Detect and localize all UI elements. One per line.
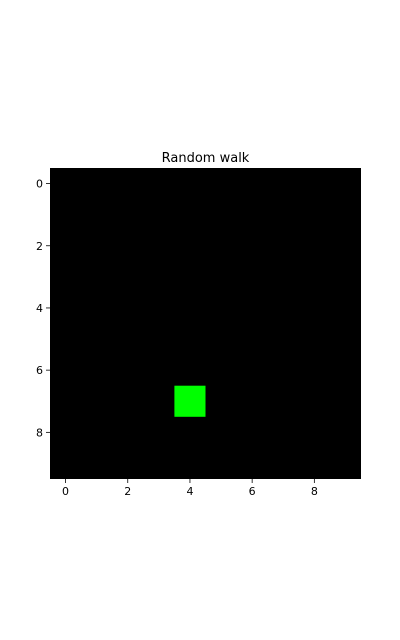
x-tick-label: 6 [249,485,256,498]
x-tick-label: 2 [124,485,131,498]
y-tick-label: 4 [36,302,43,315]
y-tick-label: 2 [36,240,43,253]
x-axis: 0 2 4 6 8 [62,479,318,498]
y-tick-label: 8 [36,426,43,439]
walker-cell [174,385,206,417]
x-tick-label: 4 [186,485,193,498]
y-axis: 0 2 4 6 8 [36,178,50,439]
y-tick-label: 6 [36,364,43,377]
plot-area [50,168,361,479]
y-tick-label: 0 [36,178,43,191]
grid-background [50,168,361,479]
x-tick-label: 0 [62,485,69,498]
x-tick-label: 8 [311,485,318,498]
plot-title: Random walk [162,151,250,166]
